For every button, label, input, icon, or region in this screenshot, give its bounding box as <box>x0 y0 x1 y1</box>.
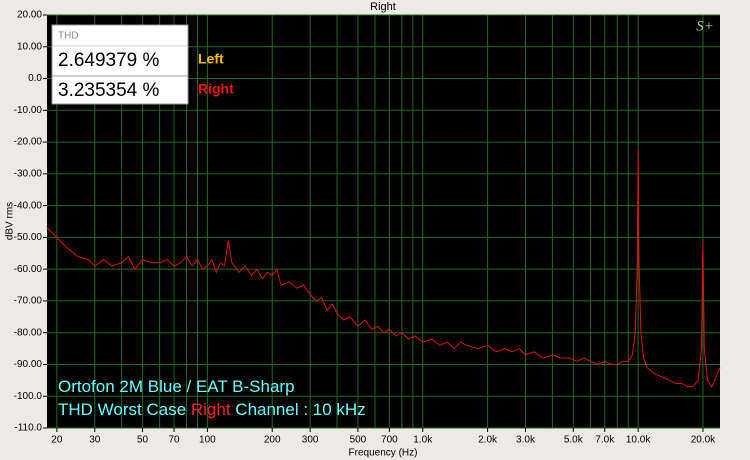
x-tick-label: 100 <box>199 435 216 446</box>
x-tick-label: 5.0k <box>564 435 584 446</box>
y-tick-label: -10.00 <box>14 105 43 116</box>
y-tick-label: 0.0 <box>28 73 42 84</box>
chart-title: Right <box>370 1 396 13</box>
y-axis-label: dBV rms <box>5 202 16 240</box>
annotation: THD Worst Case Right Channel : 10 kHz <box>58 400 366 419</box>
y-tick-label: 20.00 <box>17 10 42 21</box>
readout-title: THD <box>58 31 79 42</box>
logo: S+ <box>696 18 714 34</box>
x-tick-label: 50 <box>137 435 149 446</box>
y-tick-label: -90.00 <box>14 359 43 370</box>
y-tick-label: -40.00 <box>14 200 43 211</box>
y-tick-label: -80.00 <box>14 327 43 338</box>
readout-channel: Left <box>198 51 224 67</box>
readout-box <box>51 24 189 105</box>
y-tick-label: -50.00 <box>14 232 43 243</box>
x-tick-label: 300 <box>302 435 319 446</box>
x-tick-label: 1.0k <box>413 435 433 446</box>
x-tick-label: 10.0k <box>626 435 651 446</box>
y-tick-label: -60.00 <box>14 264 43 275</box>
annotations: Ortofon 2M Blue / EAT B-Sharp THD Worst C… <box>58 377 366 419</box>
readout-value: 2.649379 % <box>58 50 160 71</box>
y-tick-label: -110.0 <box>14 423 42 434</box>
plot-lines <box>46 148 721 388</box>
x-tick-label: 7.0k <box>595 435 615 446</box>
annotation-part: THD Worst Case <box>58 400 191 419</box>
x-tick-label: 20.0k <box>691 435 716 446</box>
annotation: Ortofon 2M Blue / EAT B-Sharp <box>58 377 295 396</box>
x-axis-label: Frequency (Hz) <box>349 448 418 459</box>
x-tick-label: 30 <box>89 435 101 446</box>
x-tick-label: 700 <box>381 435 398 446</box>
thd-readout: THD 2.649379 % Left 3.235354 % Right <box>51 24 234 105</box>
spectrum-line <box>46 148 721 388</box>
annotation-part: Right <box>191 400 231 419</box>
x-tick-label: 3.0k <box>516 435 536 446</box>
y-tick-label: -100.0 <box>14 391 43 402</box>
y-tick-label: -70.00 <box>14 296 43 307</box>
x-tick-label: 200 <box>264 435 281 446</box>
x-tick-label: 2.0k <box>478 435 498 446</box>
readout-value: 3.235354 % <box>58 80 160 101</box>
y-tick-label: 10.00 <box>17 41 42 52</box>
annotation-part: Channel : 10 kHz <box>231 400 366 419</box>
y-tick-label: -20.00 <box>14 137 43 148</box>
x-tick-label: 70 <box>168 435 180 446</box>
grid <box>47 14 720 429</box>
readout-channel: Right <box>198 81 234 97</box>
annotation-part: Ortofon 2M Blue / EAT B-Sharp <box>58 377 295 396</box>
x-tick-label: 500 <box>350 435 367 446</box>
y-tick-label: -30.00 <box>14 168 43 179</box>
x-tick-label: 20 <box>51 435 63 446</box>
